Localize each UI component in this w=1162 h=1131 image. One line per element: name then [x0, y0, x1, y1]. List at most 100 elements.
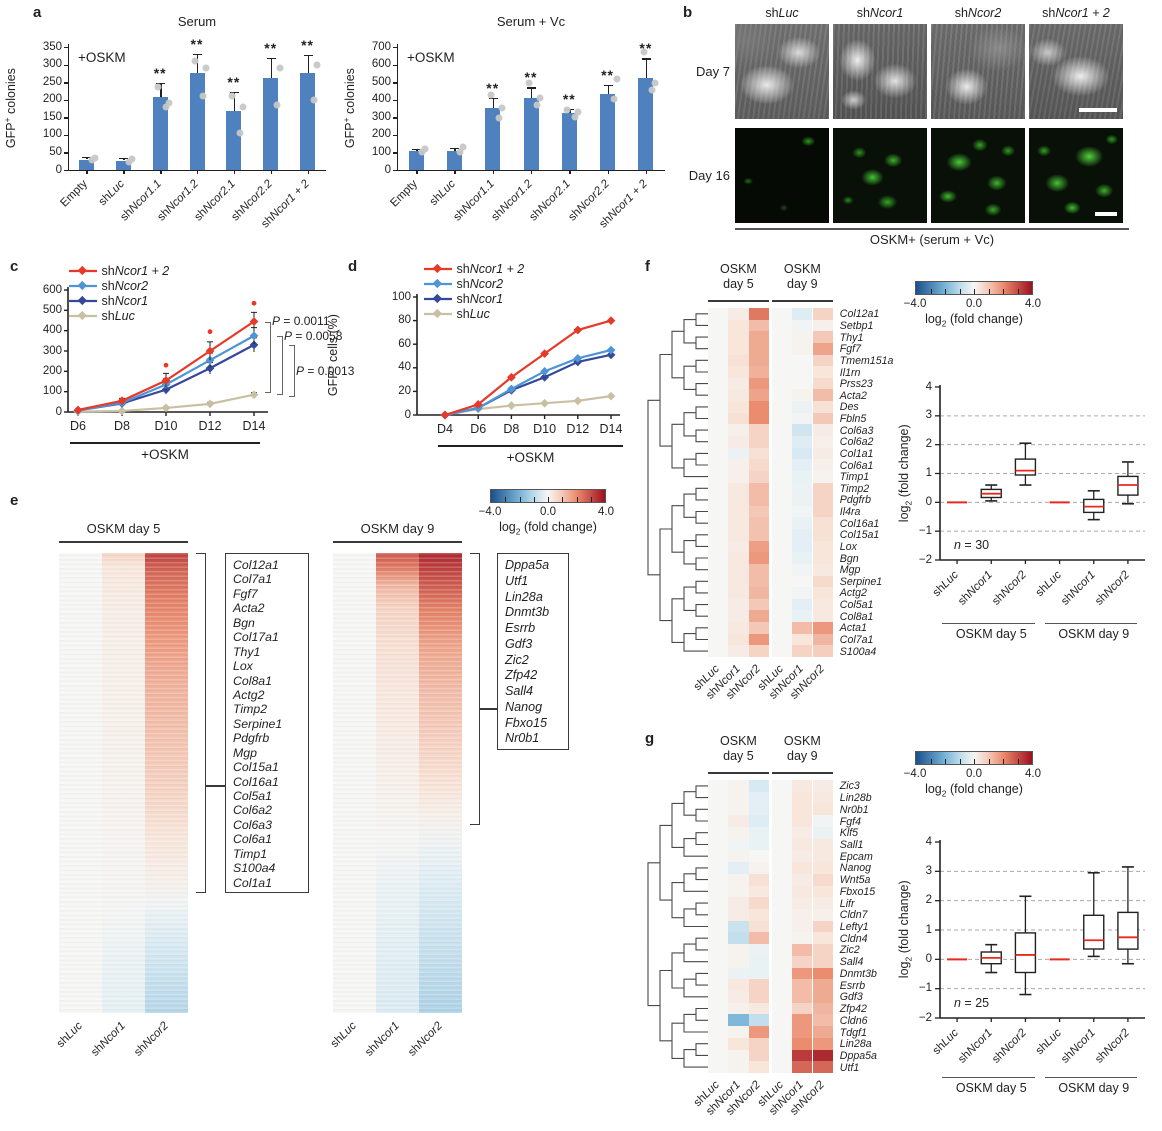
- gene-label: Acta2: [233, 601, 265, 616]
- heatmap-cell: [771, 1037, 793, 1050]
- gene-label: S100a4: [233, 861, 276, 876]
- heatmap-cell: [728, 920, 749, 933]
- y-tick-label: 50: [49, 145, 62, 158]
- boxplot-y-tick-label: −2: [918, 553, 932, 566]
- heatmap-banding-texture: [419, 553, 462, 1013]
- gene-label: Lin28b: [839, 792, 872, 805]
- heatmap-cell: [748, 645, 769, 658]
- heatmap-cell: [771, 1026, 793, 1039]
- heatmap-cell: [748, 505, 769, 518]
- oskm-rule: [70, 442, 260, 444]
- heatmap-cell: [748, 482, 769, 495]
- panel-a-serum-vc-bar-chart: Serum + Vc GFP+ colonies 0 100 200 300 400 500 6…: [341, 10, 680, 250]
- gene-label: Col8a1: [233, 673, 272, 688]
- colorbar: [915, 751, 1033, 765]
- heatmap-group-rule: [708, 772, 769, 774]
- heatmap-cell: [812, 873, 833, 886]
- error-bar: [607, 84, 609, 95]
- heatmap-cell: [771, 885, 793, 898]
- heatmap-title: OSKM day 5: [86, 521, 161, 536]
- gene-label: Nanog: [839, 862, 872, 875]
- bracket-connector: [206, 785, 225, 787]
- colorbar-max-label: 4.0: [1025, 768, 1041, 780]
- error-bar: [123, 157, 125, 161]
- gene-label: Cldn7: [839, 909, 868, 922]
- replicate-dot: [640, 48, 648, 56]
- gene-label: Col15a1: [233, 760, 279, 775]
- heatmap-cell: [812, 354, 833, 367]
- heatmap-cell: [728, 575, 749, 588]
- legend-item: shNcor1: [68, 294, 148, 308]
- scale-bar: [1095, 211, 1117, 216]
- heatmap-cell: [812, 791, 833, 804]
- y-tick: [64, 117, 68, 119]
- heatmap-cell: [812, 955, 833, 968]
- heatmap-cell: [708, 803, 729, 816]
- heatmap-cell: [792, 552, 813, 565]
- heatmap-cell: [748, 1026, 769, 1039]
- boxplot-group-rule: [942, 1077, 1035, 1079]
- y-axis: [397, 44, 399, 170]
- boxplot-y-tick-label: 2: [925, 438, 932, 451]
- heatmap-cell: [748, 991, 769, 1004]
- heatmap-banding-texture: [59, 553, 102, 1013]
- panel-label-b: b: [683, 4, 693, 21]
- gene-label: Col6a1: [839, 459, 874, 472]
- y-tick: [64, 82, 68, 84]
- gene-label: Dnmt3b: [839, 967, 877, 980]
- error-bar-cap: [82, 156, 92, 158]
- heatmap-cell: [728, 803, 749, 816]
- y-axis-label: GFP+ colonies: [340, 67, 358, 148]
- heatmap-cell: [728, 470, 749, 483]
- heatmap-cell: [708, 979, 729, 992]
- significance-stars: **: [601, 66, 615, 83]
- boxplot-y-tick-label: 1: [925, 467, 932, 479]
- replicate-dot: [125, 158, 133, 166]
- panel-label-e: e: [10, 492, 19, 509]
- gene-label: Prss23: [839, 378, 873, 391]
- replicate-dot: [421, 145, 429, 153]
- heatmap-cell: [728, 645, 749, 658]
- gene-label: Sall1: [839, 839, 864, 851]
- colorbar-tick: [1003, 759, 1004, 764]
- y-tick: [64, 152, 68, 154]
- replicate-dot: [239, 103, 247, 111]
- error-bar: [233, 91, 236, 111]
- colorbar: [915, 281, 1033, 295]
- heatmap-cell: [708, 575, 729, 588]
- gene-label: Il1rn: [839, 366, 861, 379]
- gene-label: Esrrb: [505, 621, 536, 635]
- gene-label: Bgn: [839, 552, 859, 565]
- heatmap-cell: [812, 920, 833, 933]
- heatmap-cell: [728, 944, 749, 957]
- heatmap-cell: [708, 1014, 729, 1027]
- microscopy-column-title: shLuc: [765, 6, 799, 20]
- n-label: n = 25: [954, 996, 990, 1010]
- heatmap-group-title: OSKM day 5: [720, 262, 757, 291]
- heatmap-cell: [708, 354, 729, 367]
- heatmap-cell: [748, 342, 769, 355]
- heatmap-cell: [792, 447, 813, 460]
- gene-label: Timp1: [839, 471, 870, 484]
- error-bar-cap: [603, 84, 613, 87]
- heatmap-cell: [771, 331, 793, 344]
- error-bar: [531, 87, 533, 98]
- colorbar-title: log2 (fold change): [925, 312, 1023, 329]
- heatmap-cell: [792, 920, 813, 933]
- replicate-dot: [191, 57, 199, 65]
- replicate-dot: [533, 101, 541, 109]
- heatmap-cell: [708, 517, 729, 530]
- significance-stars: **: [227, 73, 241, 90]
- significance-stars: **: [486, 80, 500, 96]
- heatmap-cell: [812, 389, 833, 402]
- panel-g-heatmap-boxplot: OSKM day 5 OSKM day 9 Zic3 Lin28b Nr0b1 Fgf4 Klf…: [640, 690, 1162, 1131]
- gene-label: Gdf3: [839, 991, 863, 1004]
- y-tick: [393, 82, 397, 84]
- bar: [152, 96, 168, 170]
- replicate-dot: [610, 95, 618, 103]
- x-tick-label: D12: [198, 419, 222, 433]
- boxplot-group-rule: [942, 623, 1035, 625]
- heatmap-banding-texture: [376, 553, 419, 1013]
- replicate-dot: [613, 75, 621, 83]
- gene-label: Acta1: [839, 622, 867, 635]
